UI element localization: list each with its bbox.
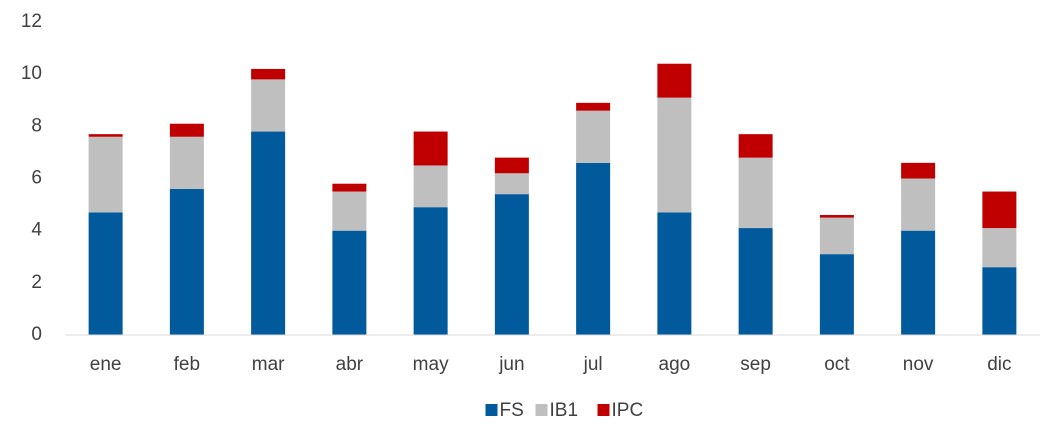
x-tick-label: dic <box>987 354 1011 375</box>
bar-segment <box>819 215 854 218</box>
bar-segment <box>901 162 936 179</box>
x-tick-label: sep <box>740 354 771 375</box>
bar-segment <box>251 79 286 132</box>
bar-segment <box>332 183 367 192</box>
bar-segment <box>657 97 692 213</box>
y-tick-label: 8 <box>31 115 42 136</box>
y-tick-label: 6 <box>31 168 42 189</box>
x-tick-label: nov <box>903 354 934 375</box>
legend-swatch <box>597 404 610 416</box>
bar-segment <box>819 217 854 255</box>
bar-segment <box>901 178 936 231</box>
bar-segment <box>819 254 854 335</box>
bar-segment <box>576 102 611 111</box>
bar-segment <box>738 157 773 229</box>
y-tick-label: 0 <box>31 324 42 345</box>
bar-segment <box>494 157 529 174</box>
y-tick-label: 2 <box>31 272 42 293</box>
bar-segment <box>88 212 123 335</box>
bar-segment <box>251 68 286 80</box>
x-tick-label: jul <box>583 354 603 375</box>
bar-segment <box>901 230 936 335</box>
bar-segment <box>738 228 773 335</box>
x-tick-label: abr <box>336 354 364 375</box>
x-tick-label: oct <box>824 354 850 375</box>
y-tick-label: 4 <box>31 220 42 241</box>
x-tick-label: ene <box>90 354 122 375</box>
bar-segment <box>332 191 367 231</box>
bar-segment <box>413 165 448 208</box>
legend-swatch <box>535 404 548 416</box>
bar-segment <box>88 134 123 137</box>
bar-segment <box>738 134 773 158</box>
bar-segment <box>413 207 448 335</box>
x-tick-label: mar <box>252 354 285 375</box>
bar-segment <box>251 131 286 335</box>
bar-segment <box>169 123 204 137</box>
x-tick-label: may <box>413 354 449 375</box>
bar-segment <box>576 110 611 163</box>
bar-segment <box>169 136 204 189</box>
bar-segment <box>332 230 367 335</box>
bar-segment <box>494 194 529 335</box>
bar-segment <box>657 212 692 335</box>
bar-segment <box>657 63 692 98</box>
bar-segment <box>169 188 204 335</box>
legend-label: IPC <box>612 400 644 421</box>
bar-segment <box>982 228 1017 268</box>
y-tick-label: 12 <box>21 11 42 32</box>
x-tick-label: feb <box>174 354 200 375</box>
y-tick-label: 10 <box>21 63 42 84</box>
bar-segment <box>413 131 448 166</box>
bar-segment <box>88 136 123 213</box>
bar-segment <box>982 191 1017 229</box>
x-tick-label: ago <box>659 354 691 375</box>
legend-label: FS <box>500 400 524 421</box>
bar-segment <box>576 162 611 335</box>
legend-swatch <box>485 404 498 416</box>
bar-segment <box>982 267 1017 335</box>
legend-label: IB1 <box>550 400 579 421</box>
x-tick-label: jun <box>498 354 524 375</box>
bar-segment <box>494 173 529 195</box>
